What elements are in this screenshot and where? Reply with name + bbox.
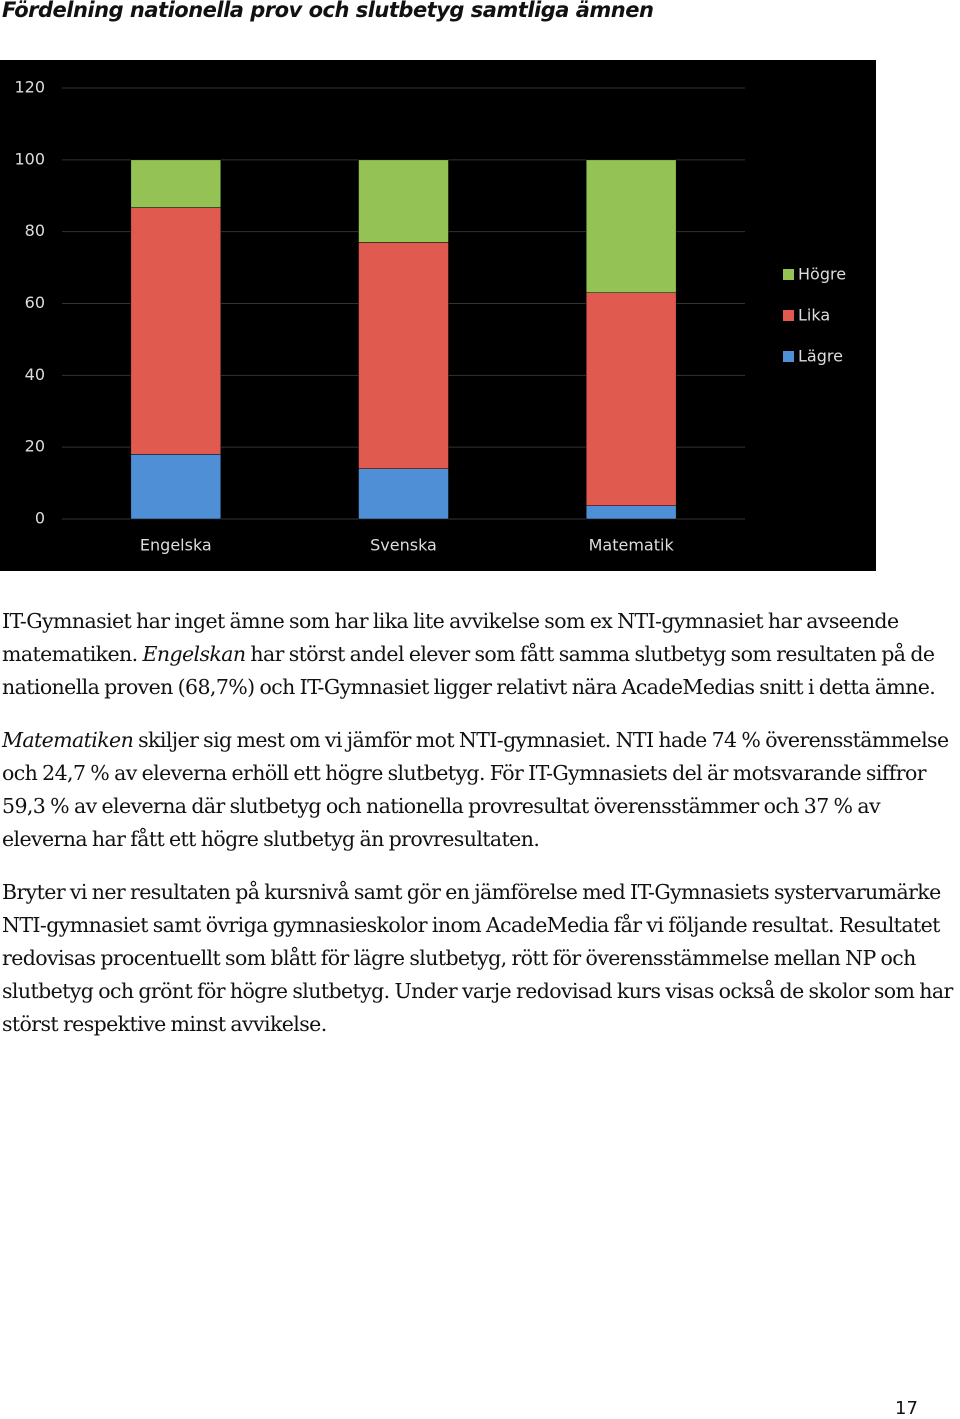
y-tick-label: 120: [14, 78, 45, 97]
bar-segment: [358, 468, 449, 520]
x-tick-label: Svenska: [370, 536, 437, 555]
x-tick-label: Matematik: [589, 536, 675, 555]
paragraph: Bryter vi ner resultaten på kursnivå sam…: [2, 876, 960, 1041]
chart: 0 20 40 60 80 100 120 Engelska Svenska Matematik L…: [0, 60, 876, 571]
heading: Fördelning nationella prov och slutbetyg…: [2, 0, 654, 22]
text-run: har störst andel elever som fått samma s…: [2, 642, 936, 699]
legend-swatch: [783, 351, 794, 362]
legend-label: Högre: [798, 265, 846, 284]
bar-segment: [585, 292, 677, 506]
y-tick-label: 100: [14, 149, 45, 168]
text-run: IT-Gymnasiet har inget ämne som har lika…: [2, 609, 899, 666]
x-tick-label: Engelska: [140, 536, 212, 555]
page-number: 17: [895, 1398, 918, 1419]
bar-segment: [130, 454, 222, 520]
bar-segment: [130, 159, 222, 208]
y-tick-label: 20: [25, 437, 45, 456]
text-run: skiljer sig mest om vi jämför mot NTI-gy…: [2, 728, 949, 851]
legend-swatch: [783, 269, 794, 280]
legend-label: Lika: [798, 306, 830, 325]
text-run: Matematiken: [2, 728, 134, 752]
paragraph: IT-Gymnasiet har inget ämne som har lika…: [2, 605, 960, 704]
bar-segment: [358, 242, 449, 469]
bar-segment: [130, 207, 222, 455]
y-tick-label: 80: [25, 221, 45, 240]
legend-swatch: [783, 310, 794, 321]
bar-segment: [585, 505, 677, 520]
text-run: Bryter vi ner resultaten på kursnivå sam…: [2, 880, 953, 1036]
bar-segment: [358, 159, 449, 243]
legend-label: Lägre: [798, 347, 843, 366]
body-text: IT-Gymnasiet har inget ämne som har lika…: [2, 605, 960, 1061]
y-tick-label: 0: [35, 509, 45, 528]
bar-segment: [585, 159, 677, 293]
y-tick-label: 60: [25, 293, 45, 312]
y-tick-label: 40: [25, 365, 45, 384]
paragraph: Matematiken skiljer sig mest om vi jämfö…: [2, 724, 960, 856]
text-run: Engelskan: [142, 642, 246, 666]
